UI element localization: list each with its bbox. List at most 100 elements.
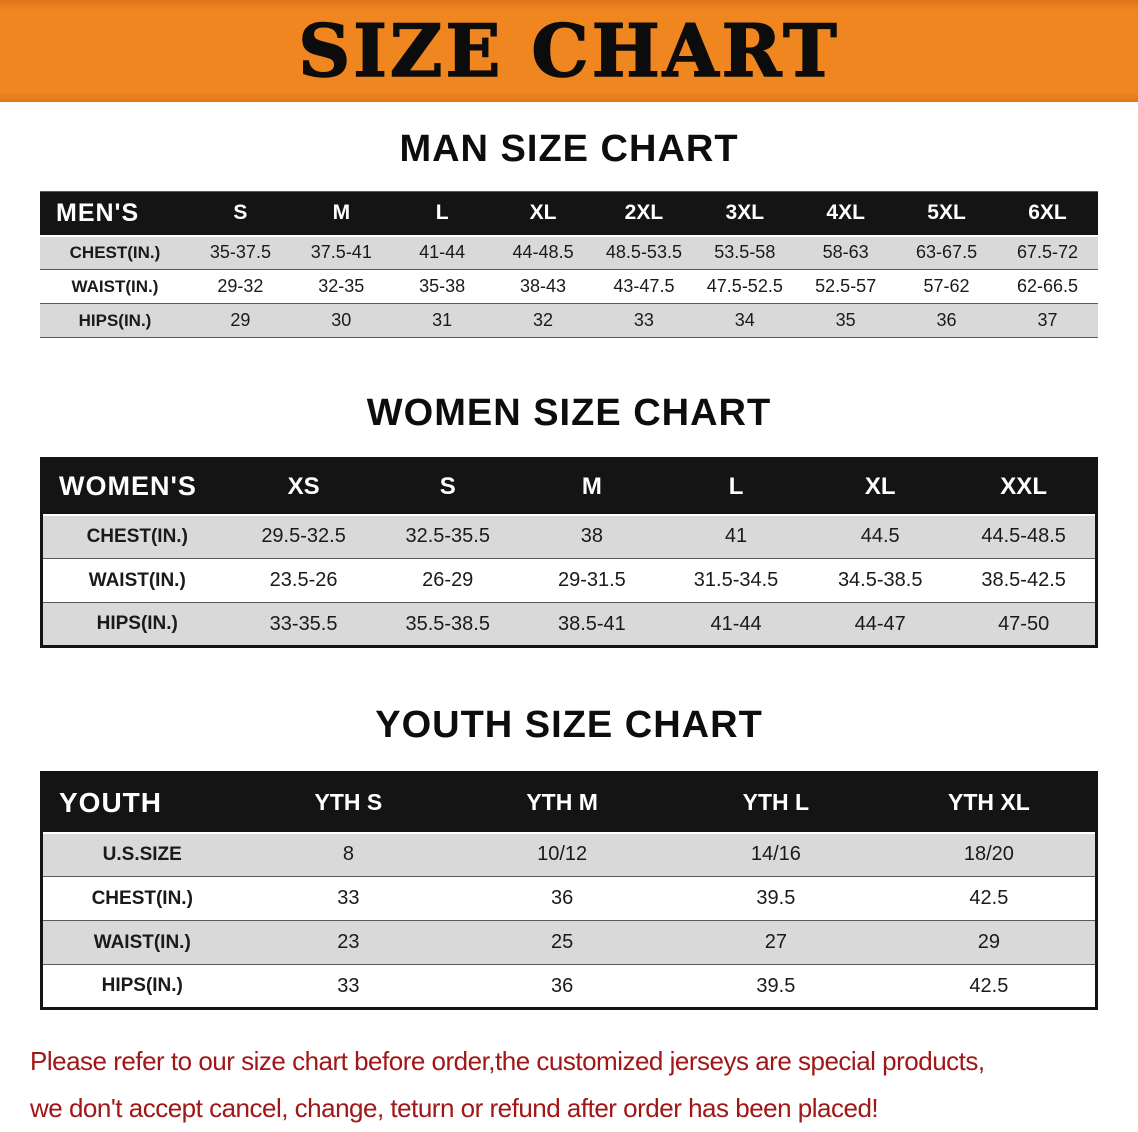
size-header-cell: 3XL [694,191,796,237]
data-cell: 35-38 [419,276,466,296]
size-header-cell: XL [492,191,594,237]
data-cell: 41 [724,525,748,548]
data-cell: 36 [551,887,574,909]
data-cell: 29 [977,931,1000,953]
table-row: WAIST(IN.) 23 25 27 29 [41,920,1097,965]
data-cell: 32.5-35.5 [405,525,490,548]
size-header-cell: XL [808,458,953,516]
data-cell: 44-48.5 [512,242,574,263]
data-cell: 34 [734,310,755,330]
data-cell: 31 [432,310,453,330]
table-row: CHEST(IN.) 29.5-32.5 32.5-35.5 38 41 44.5 44.5… [41,514,1097,559]
men-size-table: MEN'S S M L XL 2XL 3XL 4XL 5XL 6XL CHEST(IN.) 35-37… [40,191,1098,338]
size-chart-title: SIZE CHART [297,8,840,93]
size-header-cell: YTH L [669,772,883,834]
data-cell: 36 [936,310,957,330]
data-cell: 29-31.5 [557,569,626,591]
row-label: WAIST(IN.) [71,276,159,296]
row-label: WAIST(IN.) [88,569,186,591]
table-row: U.S.SIZE 8 10/12 14/16 18/20 [41,832,1097,877]
table-title-cell: YOUTH [41,772,242,834]
data-cell: 52.5-57 [815,276,877,296]
footer-note: Please refer to our size chart before or… [30,1038,1138,1132]
size-header-cell: 6XL [997,191,1098,237]
table-row: CHEST(IN.) 35-37.5 37.5-41 41-44 44-48.5 48.5… [40,235,1098,270]
data-cell: 39.5 [756,887,796,909]
data-cell: 32-35 [318,276,365,296]
data-cell: 23.5-26 [269,569,338,591]
table-row: WAIST(IN.) 29-32 32-35 35-38 38-43 43-47.5 47.… [40,269,1098,304]
row-label: CHEST(IN.) [69,242,161,262]
size-header-cell: S [190,191,291,237]
men-section-heading: MAN SIZE CHART [399,128,739,170]
footer-note-line-2: we don't accept cancel, change, teturn o… [30,1093,879,1123]
data-cell: 36 [551,974,574,997]
data-cell: 29-32 [217,276,264,296]
row-label: WAIST(IN.) [93,931,191,953]
row-label: CHEST(IN.) [91,887,193,909]
data-cell: 30 [331,310,352,330]
data-cell: 29 [230,310,251,330]
data-cell: 38-43 [520,276,567,296]
table-title-cell: MEN'S [40,191,190,237]
data-cell: 37.5-41 [310,242,372,263]
data-cell: 39.5 [756,974,796,997]
size-header-cell: L [663,458,809,516]
row-label: HIPS(IN.) [96,613,178,634]
data-cell: 44.5 [860,525,900,548]
data-cell: 48.5-53.5 [605,242,682,263]
table-title-cell: WOMEN'S [41,458,232,516]
data-cell: 62-66.5 [1016,276,1079,296]
data-cell: 38.5-42.5 [981,569,1066,591]
data-cell: 31.5-34.5 [693,569,779,591]
women-section-heading: WOMEN SIZE CHART [366,392,772,434]
data-cell: 37 [1037,310,1058,330]
youth-size-table: YOUTH YTH S YTH M YTH L YTH XL U.S.SIZE 8 10/12… [40,771,1098,1010]
data-cell: 10/12 [537,843,588,866]
data-cell: 57-62 [923,276,970,296]
row-label: HIPS(IN.) [101,975,183,996]
banner: SIZE CHART [0,0,1138,102]
table-row: WAIST(IN.) 23.5-26 26-29 29-31.5 31.5-34.5 34… [41,558,1097,603]
size-header-cell: XS [231,458,376,516]
table-row: CHEST(IN.) 33 36 39.5 42.5 [41,876,1097,921]
data-cell: 29.5-32.5 [261,525,346,548]
data-cell: 58-63 [822,242,869,263]
data-cell: 41-44 [419,242,466,263]
data-cell: 32 [533,310,554,330]
row-label: U.S.SIZE [102,843,182,865]
data-cell: 18/20 [963,843,1014,866]
table-header-row: WOMEN'S XS S M L XL XXL [41,458,1097,516]
data-cell: 35 [835,310,856,330]
data-cell: 43-47.5 [613,276,675,296]
data-cell: 14/16 [750,843,801,866]
data-cell: 33 [337,974,360,997]
size-header-cell: L [391,191,493,237]
data-cell: 27 [764,931,787,953]
size-header-cell: S [375,458,520,516]
data-cell: 23 [337,931,360,953]
data-cell: 42.5 [969,974,1009,997]
size-header-cell: 2XL [593,191,695,237]
row-label: HIPS(IN.) [78,310,152,330]
data-cell: 44-47 [854,612,906,635]
table-row: HIPS(IN.) 33-35.5 35.5-38.5 38.5-41 41-44 44-… [41,602,1097,647]
data-cell: 25 [551,931,574,953]
data-cell: 42.5 [969,887,1009,909]
data-cell: 26-29 [422,569,474,591]
data-cell: 67.5-72 [1016,242,1079,263]
data-cell: 44.5-48.5 [981,525,1066,548]
size-header-cell: M [519,458,664,516]
table-row: HIPS(IN.) 29 30 31 32 33 34 35 36 37 [40,303,1098,338]
row-label: CHEST(IN.) [86,525,188,547]
data-cell: 35.5-38.5 [405,612,490,635]
size-header-cell: YTH XL [882,772,1097,834]
data-cell: 8 [342,843,354,866]
size-header-cell: YTH M [455,772,669,834]
footer-note-line-1: Please refer to our size chart before or… [30,1046,985,1076]
data-cell: 33 [633,310,654,330]
table-row: HIPS(IN.) 33 36 39.5 42.5 [41,964,1097,1009]
size-header-cell: 4XL [795,191,897,237]
data-cell: 38 [580,525,604,548]
